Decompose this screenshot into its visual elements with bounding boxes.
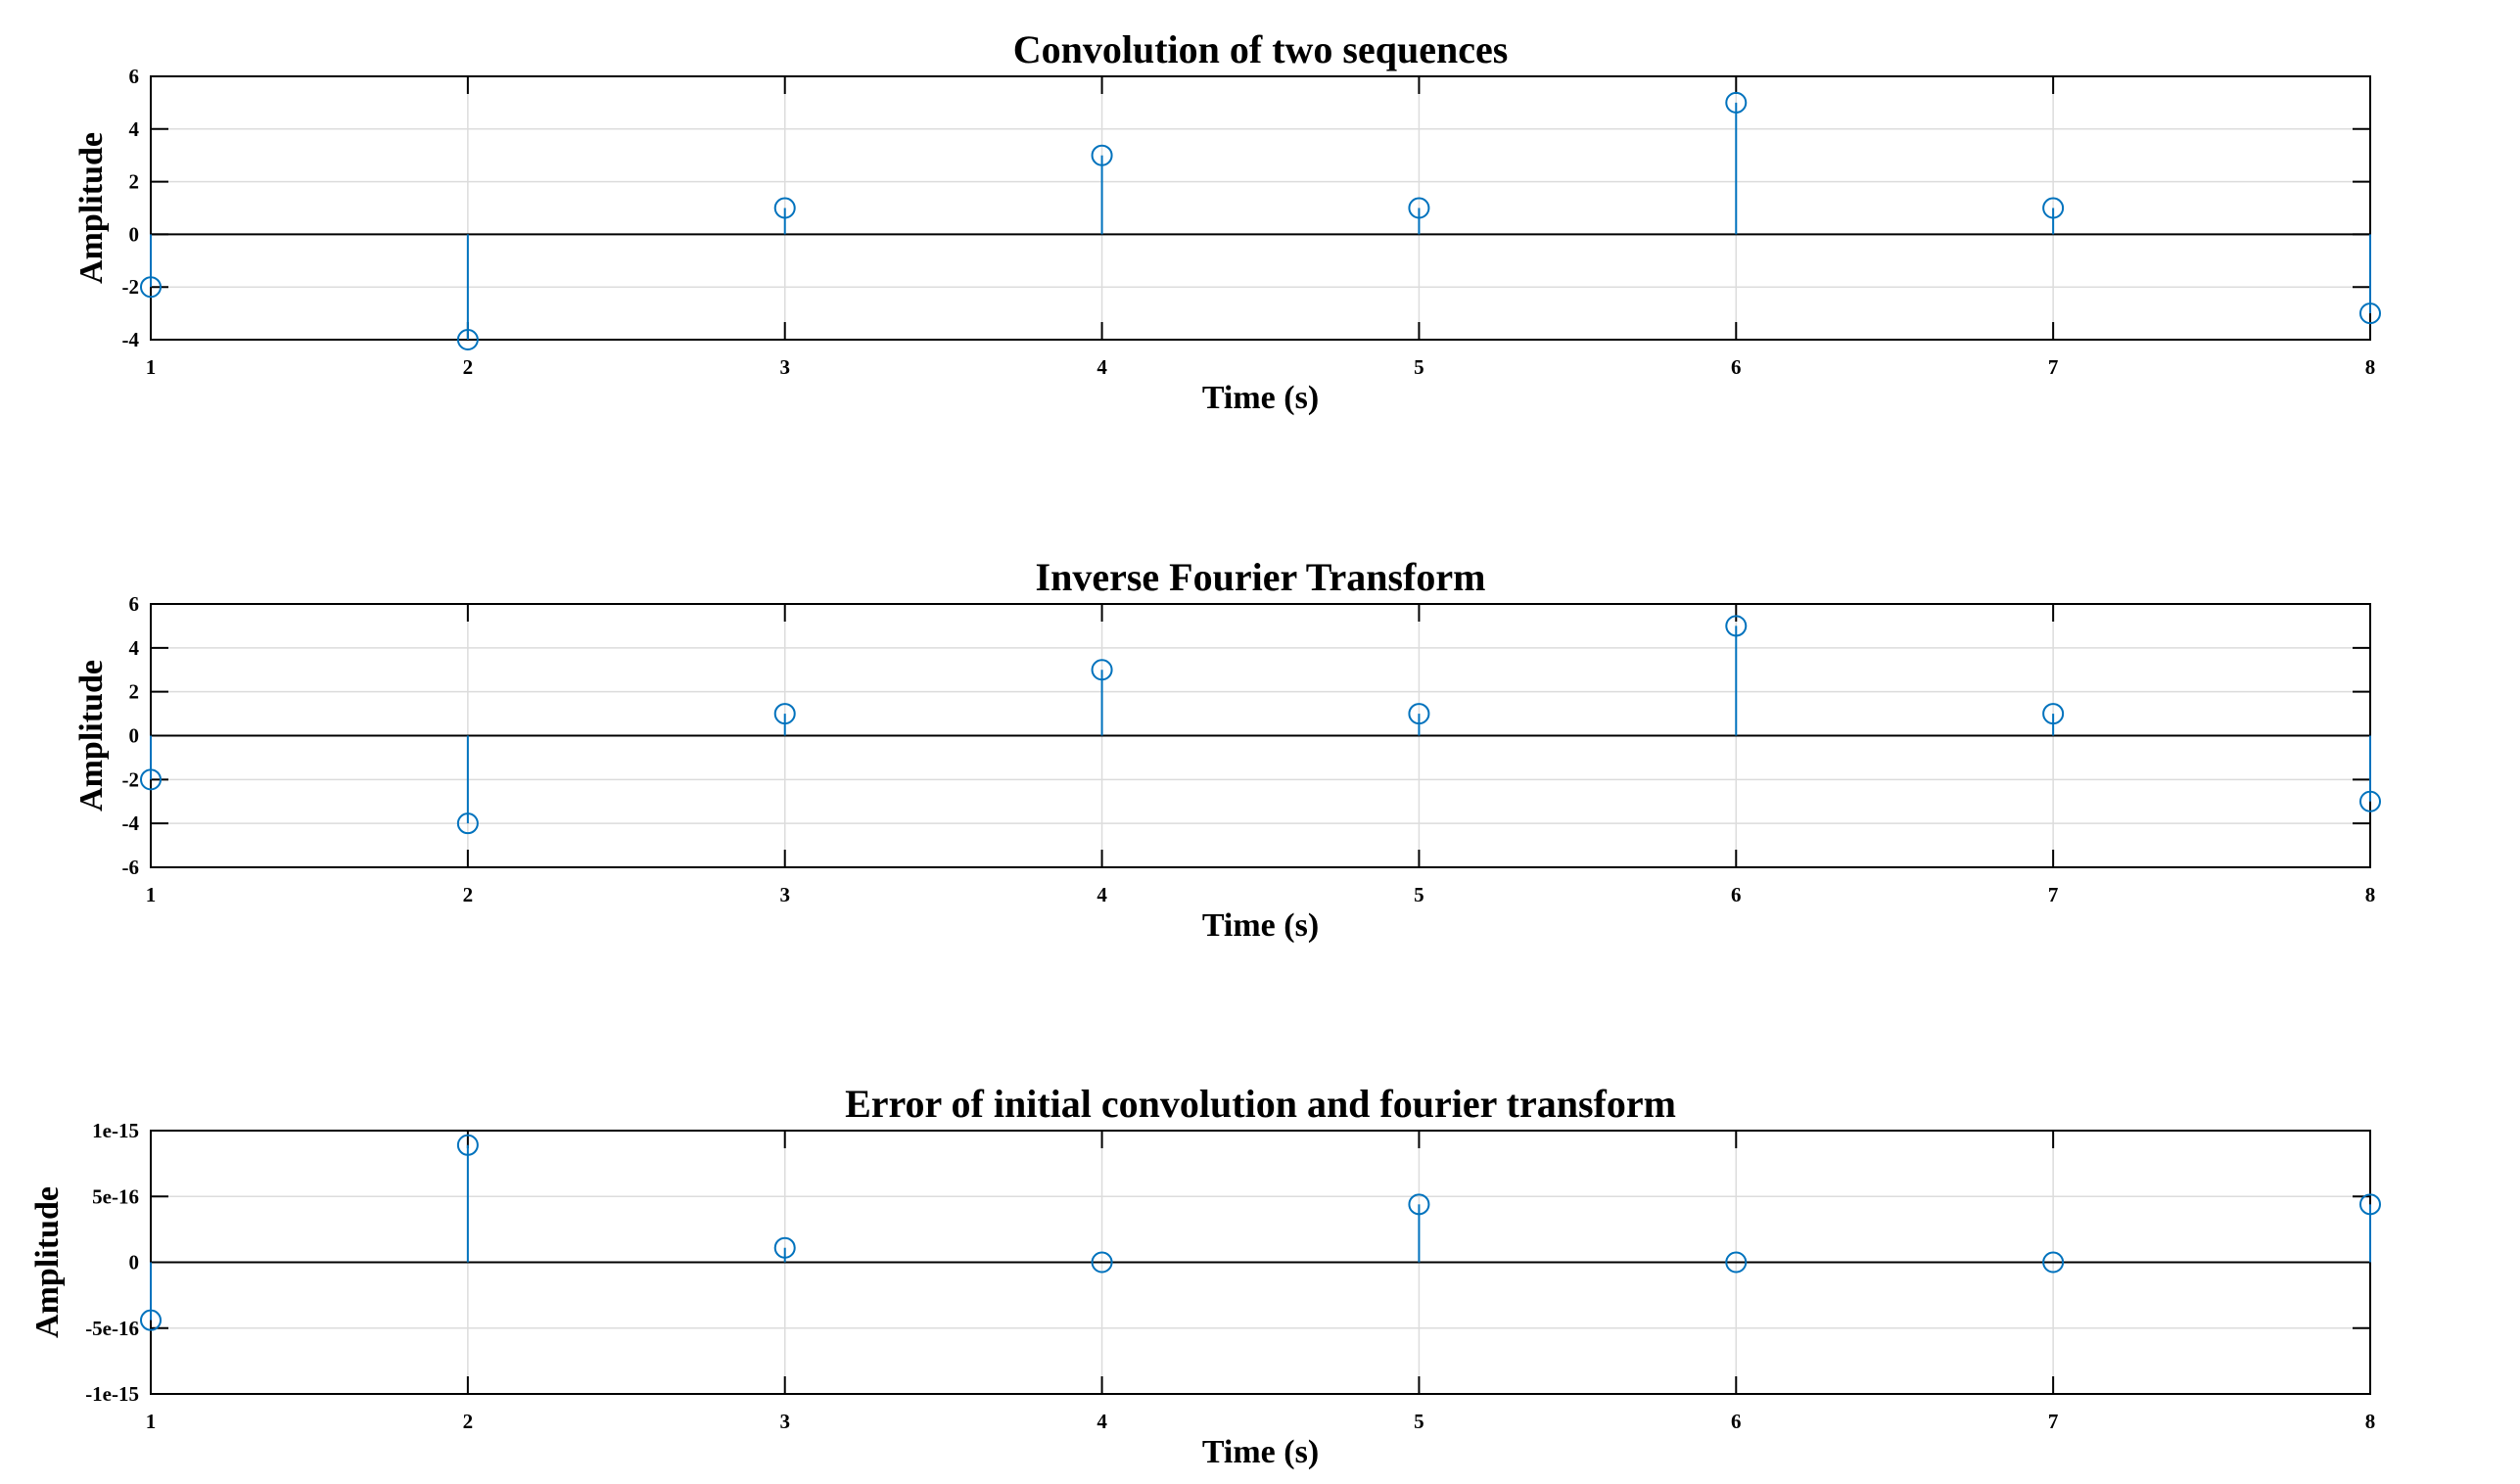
y-tick-label: -5e-16 [85, 1317, 139, 1340]
y-tick-label: 2 [129, 170, 140, 194]
x-tick-label: 4 [1097, 883, 1107, 906]
stem-marker [1725, 91, 1748, 114]
stem-marker [456, 1134, 479, 1156]
chart-title: Inverse Fourier Transform [1036, 555, 1486, 599]
stem-marker [456, 329, 479, 350]
y-tick-label: 5e-16 [92, 1184, 139, 1208]
stem-marker [1091, 1251, 1113, 1274]
stem-marker [140, 768, 162, 791]
x-axis-label: Time (s) [1202, 907, 1319, 944]
subplot-1: 1 2 3 4 5 6 7 8 -4 -2 0 2 4 6 Convolution of two seque… [73, 27, 2381, 416]
y-tick-label: 0 [129, 222, 140, 246]
x-tick-label: 1 [146, 883, 157, 906]
stem-marker [1725, 615, 1748, 637]
stem-marker [2359, 790, 2381, 812]
stem-marker [2042, 197, 2065, 219]
chart-title: Convolution of two sequences [1013, 27, 1509, 71]
x-axis-label: Time (s) [1202, 1434, 1319, 1470]
stem-marker [773, 197, 796, 219]
stem-marker [1091, 659, 1113, 681]
y-tick-label: 0 [129, 724, 140, 748]
stem-marker [1408, 197, 1430, 219]
chart-title: Error of initial convolution and fourier… [845, 1082, 1676, 1126]
y-tick-label: 1e-15 [92, 1119, 139, 1142]
y-axis-label: Amplitude [29, 1186, 66, 1338]
subplot-2: 1 2 3 4 5 6 7 8 -6 -4 -2 0 2 4 6 Inverse Fourier Transf… [73, 555, 2381, 944]
x-tick-label: 4 [1097, 355, 1107, 379]
y-axis-label: Amplitude [73, 132, 110, 284]
stem-marker [1725, 1251, 1748, 1274]
x-tick-label: 2 [463, 883, 474, 906]
y-tick-label: -2 [122, 275, 140, 299]
x-tick-label: 7 [2048, 1410, 2059, 1433]
x-tick-label: 6 [1731, 355, 1742, 379]
stem-marker [140, 1309, 162, 1331]
stem-marker [2359, 1193, 2381, 1216]
stem-marker [456, 812, 479, 835]
stem-marker [1408, 1193, 1430, 1216]
x-axis-label: Time (s) [1202, 380, 1319, 416]
y-tick-label: -2 [122, 767, 140, 791]
x-tick-label: 5 [1414, 355, 1424, 379]
stem-marker [773, 703, 796, 725]
x-tick-label: 3 [779, 883, 790, 906]
stem-marker [1408, 703, 1430, 725]
x-tick-label: 5 [1414, 1410, 1424, 1433]
stem-marker [2359, 302, 2381, 325]
x-tick-label: 5 [1414, 883, 1424, 906]
stem-marker [2042, 1251, 2065, 1274]
x-tick-label: 2 [463, 1410, 474, 1433]
x-tick-label: 2 [463, 355, 474, 379]
x-tick-label: 4 [1097, 1410, 1107, 1433]
x-tick-label: 8 [2365, 355, 2376, 379]
y-tick-label: -4 [122, 812, 140, 835]
stem-marker [1091, 144, 1113, 166]
x-tick-label: 1 [146, 355, 157, 379]
y-tick-label: 2 [129, 680, 140, 704]
x-tick-label: 1 [146, 1410, 157, 1433]
x-tick-label: 6 [1731, 1410, 1742, 1433]
x-tick-label: 3 [779, 1410, 790, 1433]
subplot-3: 1 2 3 4 5 6 7 8 -1e-15 -5e-16 0 5e-16 1e-15 Error of … [29, 1082, 2381, 1470]
x-tick-label: 7 [2048, 883, 2059, 906]
stem-marker [2042, 703, 2065, 725]
y-tick-label: -1e-15 [85, 1382, 139, 1406]
x-tick-label: 7 [2048, 355, 2059, 379]
x-tick-label: 8 [2365, 883, 2376, 906]
y-tick-label: -6 [122, 856, 140, 879]
stem-marker [773, 1236, 796, 1259]
x-tick-label: 6 [1731, 883, 1742, 906]
y-tick-label: -4 [122, 328, 140, 351]
axes-background [151, 76, 2370, 340]
y-axis-label: Amplitude [73, 660, 110, 812]
x-tick-label: 3 [779, 355, 790, 379]
stem-marker [140, 276, 162, 299]
x-tick-label: 8 [2365, 1410, 2376, 1433]
y-tick-label: 0 [129, 1251, 140, 1275]
y-tick-label: 4 [129, 636, 140, 660]
y-tick-label: 6 [129, 65, 140, 88]
y-tick-label: 6 [129, 592, 140, 616]
axes-box [150, 75, 2371, 341]
y-tick-label: 4 [129, 117, 140, 141]
